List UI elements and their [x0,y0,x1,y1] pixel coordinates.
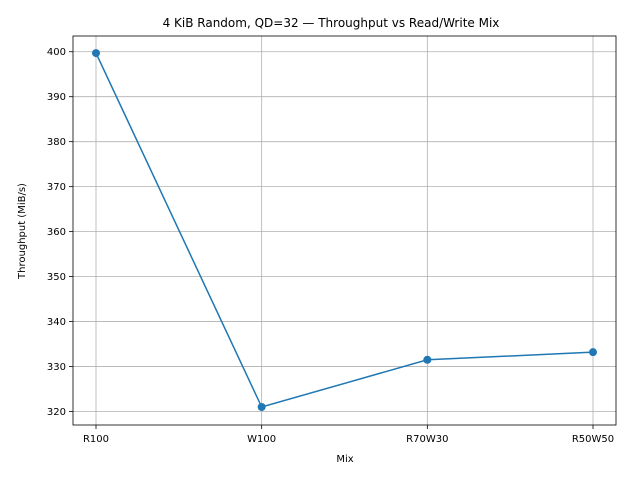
y-tick-label: 380 [47,137,66,148]
x-tick-label: W100 [247,434,276,445]
y-tick-label: 400 [47,47,66,58]
plot-frame [72,35,617,426]
y-tick-label: 370 [47,182,66,193]
grid [73,36,616,425]
y-tick-label: 390 [47,92,66,103]
series-line [95,52,594,408]
y-tick-label: 360 [47,227,66,238]
data-point [589,348,597,357]
y-tick-label: 350 [47,272,66,283]
y-tick-label: 340 [47,317,66,328]
y-axis-label: Throughput (MiB/s) [17,183,28,280]
data-point [257,403,266,412]
x-axis: R100 W100 R70W30 R50W50 [83,425,614,445]
x-tick-label: R50W50 [572,434,614,445]
chart-title: 4 KiB Random, QD=32 — Throughput vs Read… [163,16,500,30]
data-point [92,49,100,58]
y-axis: 320 330 340 350 360 370 380 390 400 [47,47,73,418]
x-tick-label: R70W30 [406,434,448,445]
series-layer [92,49,597,412]
x-tick-label: R100 [83,434,109,445]
y-tick-label: 320 [47,407,66,418]
x-axis-label: Mix [336,454,353,465]
y-tick-label: 330 [47,362,66,373]
data-point [423,355,432,364]
